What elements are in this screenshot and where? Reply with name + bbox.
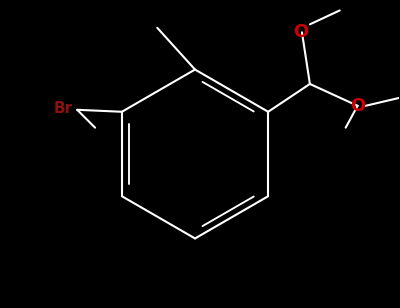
Text: O: O [350,97,365,115]
Text: Br: Br [54,101,73,116]
Text: O: O [293,23,308,41]
